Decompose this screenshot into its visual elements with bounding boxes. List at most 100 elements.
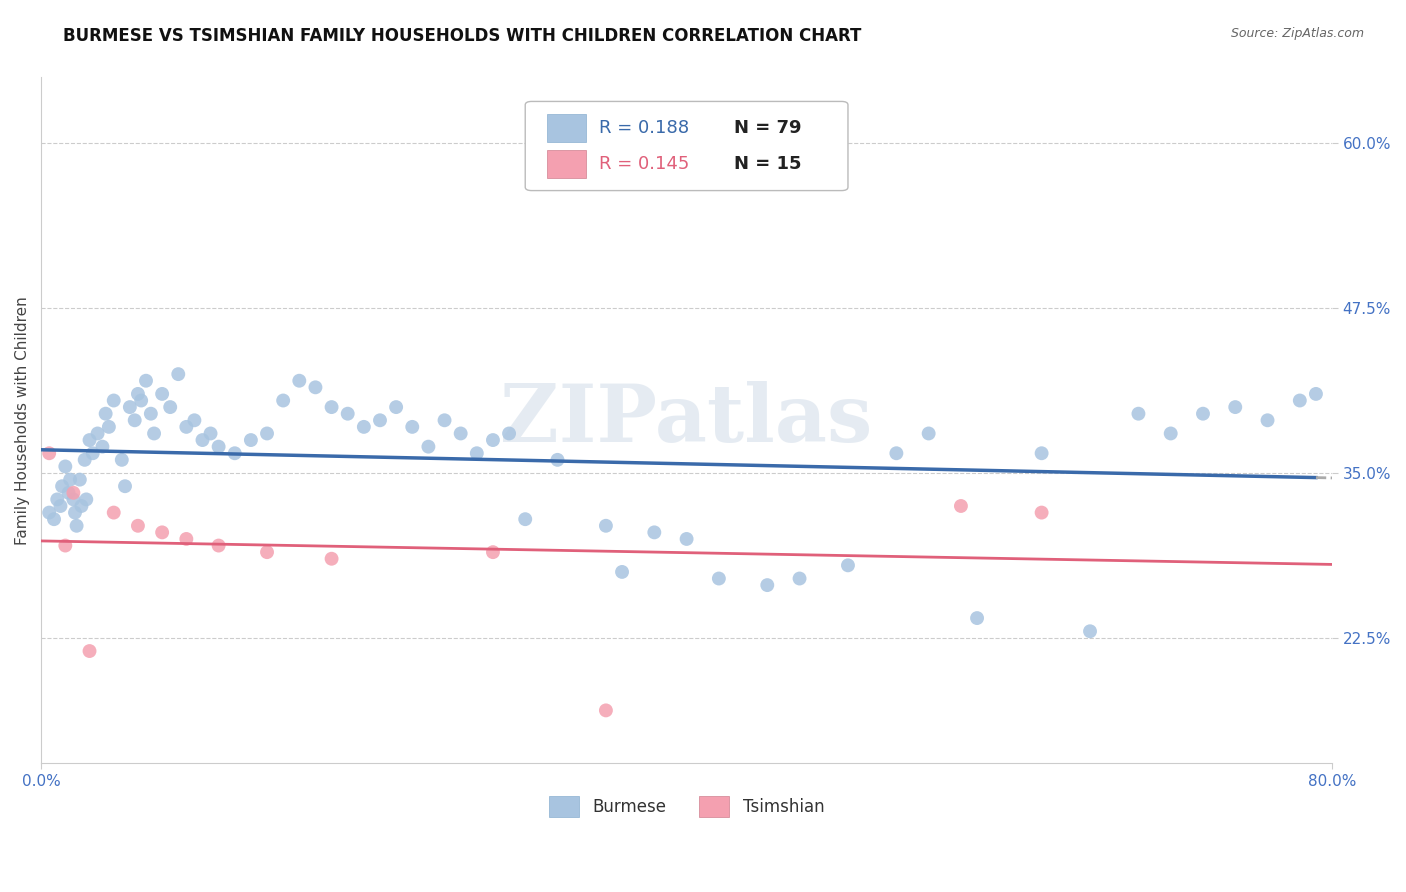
Point bbox=[58, 485, 80, 500]
Point bbox=[191, 433, 214, 447]
Point bbox=[53, 539, 76, 553]
Point bbox=[450, 426, 472, 441]
Point bbox=[1192, 407, 1215, 421]
FancyBboxPatch shape bbox=[547, 114, 586, 142]
Point bbox=[1257, 413, 1279, 427]
Text: R = 0.145: R = 0.145 bbox=[599, 155, 689, 173]
Point bbox=[69, 473, 91, 487]
Point bbox=[1160, 426, 1182, 441]
Point bbox=[79, 644, 101, 658]
Point bbox=[1031, 446, 1053, 460]
Point bbox=[433, 413, 456, 427]
Point bbox=[336, 407, 359, 421]
Point bbox=[167, 367, 190, 381]
Point bbox=[288, 374, 311, 388]
Point bbox=[159, 400, 181, 414]
Point bbox=[150, 525, 173, 540]
Point bbox=[256, 426, 278, 441]
Point bbox=[51, 479, 73, 493]
Point bbox=[53, 459, 76, 474]
Text: BURMESE VS TSIMSHIAN FAMILY HOUSEHOLDS WITH CHILDREN CORRELATION CHART: BURMESE VS TSIMSHIAN FAMILY HOUSEHOLDS W… bbox=[63, 27, 862, 45]
Point bbox=[465, 446, 488, 460]
Point bbox=[200, 426, 222, 441]
Point bbox=[38, 506, 60, 520]
Point bbox=[75, 492, 97, 507]
Point bbox=[207, 440, 229, 454]
Point bbox=[239, 433, 262, 447]
Point bbox=[595, 703, 617, 717]
Y-axis label: Family Households with Children: Family Households with Children bbox=[15, 296, 30, 545]
Point bbox=[42, 512, 65, 526]
Point bbox=[256, 545, 278, 559]
Point bbox=[498, 426, 520, 441]
Point bbox=[97, 420, 120, 434]
Point bbox=[1078, 624, 1101, 639]
Point bbox=[65, 518, 87, 533]
Point bbox=[1128, 407, 1150, 421]
Text: Source: ZipAtlas.com: Source: ZipAtlas.com bbox=[1230, 27, 1364, 40]
FancyBboxPatch shape bbox=[547, 151, 586, 178]
Point bbox=[595, 518, 617, 533]
Text: N = 15: N = 15 bbox=[734, 155, 801, 173]
Point bbox=[46, 492, 69, 507]
Point bbox=[103, 506, 125, 520]
Point bbox=[79, 433, 101, 447]
Point bbox=[917, 426, 939, 441]
Point bbox=[82, 446, 104, 460]
Point bbox=[183, 413, 205, 427]
Text: ZIPatlas: ZIPatlas bbox=[501, 381, 873, 459]
Point bbox=[385, 400, 408, 414]
Point bbox=[59, 473, 82, 487]
Point bbox=[966, 611, 988, 625]
Point bbox=[111, 453, 134, 467]
Point bbox=[515, 512, 537, 526]
Point bbox=[368, 413, 391, 427]
Point bbox=[1225, 400, 1247, 414]
Point bbox=[949, 499, 972, 513]
Point bbox=[675, 532, 697, 546]
FancyBboxPatch shape bbox=[526, 102, 848, 191]
Point bbox=[482, 545, 505, 559]
Point bbox=[49, 499, 72, 513]
Point bbox=[353, 420, 375, 434]
Point bbox=[150, 387, 173, 401]
Point bbox=[176, 420, 198, 434]
Point bbox=[224, 446, 246, 460]
Point bbox=[1305, 387, 1327, 401]
Point bbox=[70, 499, 93, 513]
Point bbox=[176, 532, 198, 546]
Point bbox=[321, 551, 343, 566]
Point bbox=[207, 539, 229, 553]
Point bbox=[114, 479, 136, 493]
Point bbox=[707, 572, 730, 586]
Point bbox=[62, 485, 84, 500]
Point bbox=[837, 558, 859, 573]
Point bbox=[127, 387, 149, 401]
Point bbox=[886, 446, 908, 460]
Point bbox=[86, 426, 108, 441]
Point bbox=[38, 446, 60, 460]
Point bbox=[62, 492, 84, 507]
Point bbox=[118, 400, 141, 414]
Point bbox=[756, 578, 779, 592]
Point bbox=[129, 393, 152, 408]
Point bbox=[103, 393, 125, 408]
Point bbox=[321, 400, 343, 414]
Point bbox=[94, 407, 117, 421]
Point bbox=[610, 565, 633, 579]
Point bbox=[482, 433, 505, 447]
Legend: Burmese, Tsimshian: Burmese, Tsimshian bbox=[543, 789, 831, 823]
Text: N = 79: N = 79 bbox=[734, 119, 801, 136]
Point bbox=[547, 453, 569, 467]
Point bbox=[73, 453, 96, 467]
Point bbox=[124, 413, 146, 427]
Point bbox=[91, 440, 114, 454]
Point bbox=[401, 420, 423, 434]
Point bbox=[63, 506, 86, 520]
Point bbox=[139, 407, 162, 421]
Text: R = 0.188: R = 0.188 bbox=[599, 119, 689, 136]
Point bbox=[135, 374, 157, 388]
Point bbox=[127, 518, 149, 533]
Point bbox=[271, 393, 294, 408]
Point bbox=[789, 572, 811, 586]
